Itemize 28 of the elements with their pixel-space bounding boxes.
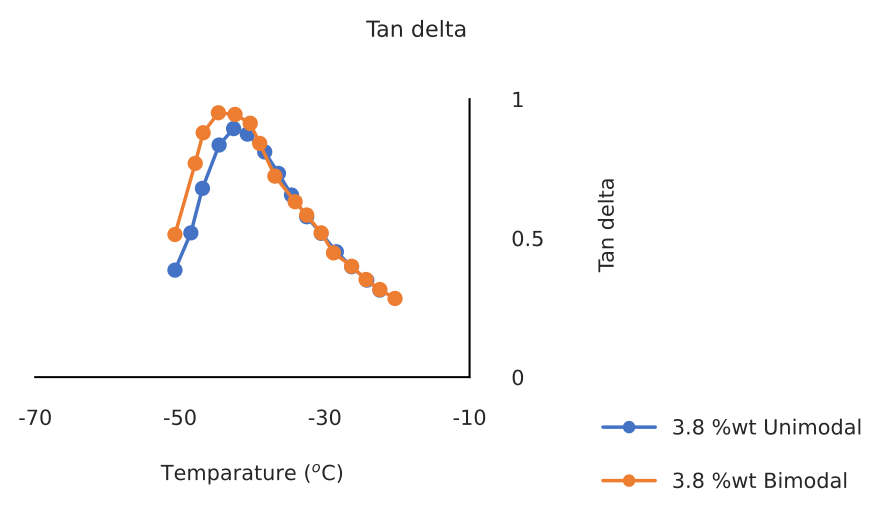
point xyxy=(210,105,226,120)
x-tick-label: -10 xyxy=(454,409,486,426)
point xyxy=(326,245,342,260)
point xyxy=(242,116,258,131)
x-tick-label: -30 xyxy=(308,409,340,426)
point xyxy=(387,290,403,306)
point xyxy=(227,106,243,122)
point xyxy=(211,137,227,153)
y-tick-label: 0 xyxy=(512,370,524,386)
chart-title: Tan delta xyxy=(366,20,466,38)
point xyxy=(226,120,242,136)
legend-label: 3.8 %wt Bimodal xyxy=(673,472,846,488)
point xyxy=(167,262,183,278)
y-tick-label: 1 xyxy=(514,92,523,108)
point xyxy=(194,180,210,196)
point xyxy=(267,168,282,184)
point xyxy=(196,125,211,140)
x-axis-title: Temparature ($^{o}$C) xyxy=(160,464,342,484)
y-axis-title: Tan delta xyxy=(598,179,614,272)
legend-label: 3.8 %wt Unimodal xyxy=(673,418,860,435)
x-tick-label: -70 xyxy=(19,409,51,426)
point xyxy=(167,226,183,242)
point xyxy=(287,194,303,210)
point xyxy=(252,136,268,151)
y-tick-label: 0.5 xyxy=(512,230,543,246)
point xyxy=(183,225,199,240)
point xyxy=(188,156,203,171)
x-tick-label: -50 xyxy=(164,409,196,426)
